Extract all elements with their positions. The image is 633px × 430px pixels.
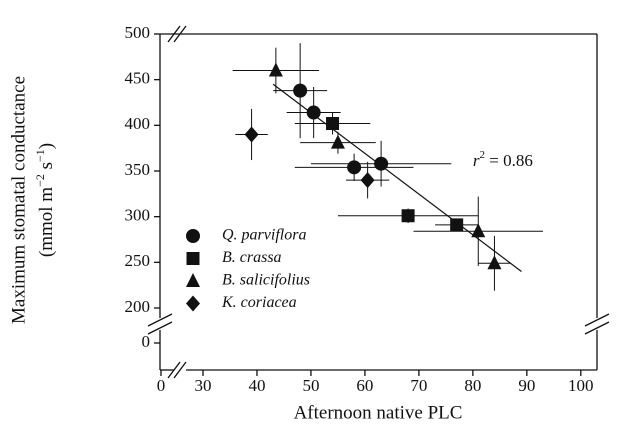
point [268,62,283,77]
point [330,134,345,149]
x-tick-label: 30 [195,376,212,395]
point [186,273,200,287]
y-axis-label: Maximum stomatal conductance [8,76,29,324]
x-tick-label: 60 [356,376,373,395]
point [374,156,389,171]
axis-break [167,25,181,43]
unit-sup: −2 [33,174,47,187]
x-tick-label: 50 [302,376,319,395]
unit-sup: −1 [33,149,47,162]
point [326,117,340,131]
point [401,209,415,223]
annotation-rest: = 0.86 [485,151,533,170]
axis-break [584,313,610,327]
unit-part: ) [36,143,57,149]
x-tick-label: 100 [568,376,594,395]
y-label-2: (mmol m−2 s−1) [33,143,58,257]
point [487,255,502,270]
point [347,160,362,175]
axis-break [167,361,181,379]
x-axis-label: Afternoon native PLC [294,402,463,423]
y-label-1: Maximum stomatal conductance [8,76,29,324]
y-tick-label: 250 [125,251,151,270]
y-tick-label: 300 [125,206,151,225]
unit-part: (mmol m [36,187,57,257]
x-tick-label: 70 [410,376,427,395]
point [293,83,308,98]
y-tick-label: 350 [125,160,151,179]
point [450,218,464,232]
annotation-r: r [473,151,480,170]
y-tick-label: 500 [125,23,151,42]
axis-break [173,361,187,379]
axis-break [173,25,187,43]
axis-break [147,321,173,335]
point [244,126,259,143]
legend-label: K. coriacea [221,294,297,311]
legend-label: B. crassa [222,249,282,266]
x-tick-label: 90 [518,376,535,395]
axis-break [147,313,173,327]
point [186,295,200,312]
legend-label: Q. parviflora [222,227,306,244]
point [306,105,321,120]
axis-break [584,321,610,335]
y-tick-label: 200 [125,297,151,316]
x-tick-label: 80 [464,376,481,395]
point [186,252,200,265]
x-tick-label: 0 [157,376,166,395]
y-axis-unit: (mmol m−2 s−1) [33,143,58,257]
annotation-sup: 2 [479,148,485,160]
y-tick-label: 400 [125,114,151,133]
y-tick-label: 450 [125,69,151,88]
x-tick-label: 40 [248,376,265,395]
unit-part: s [36,162,57,174]
point [186,229,200,243]
annotation: r2 = 0.86 [473,148,533,169]
point [471,223,486,238]
legend-label: B. salicifolius [222,272,310,289]
point [360,172,375,189]
y-tick-label: 0 [142,332,151,351]
